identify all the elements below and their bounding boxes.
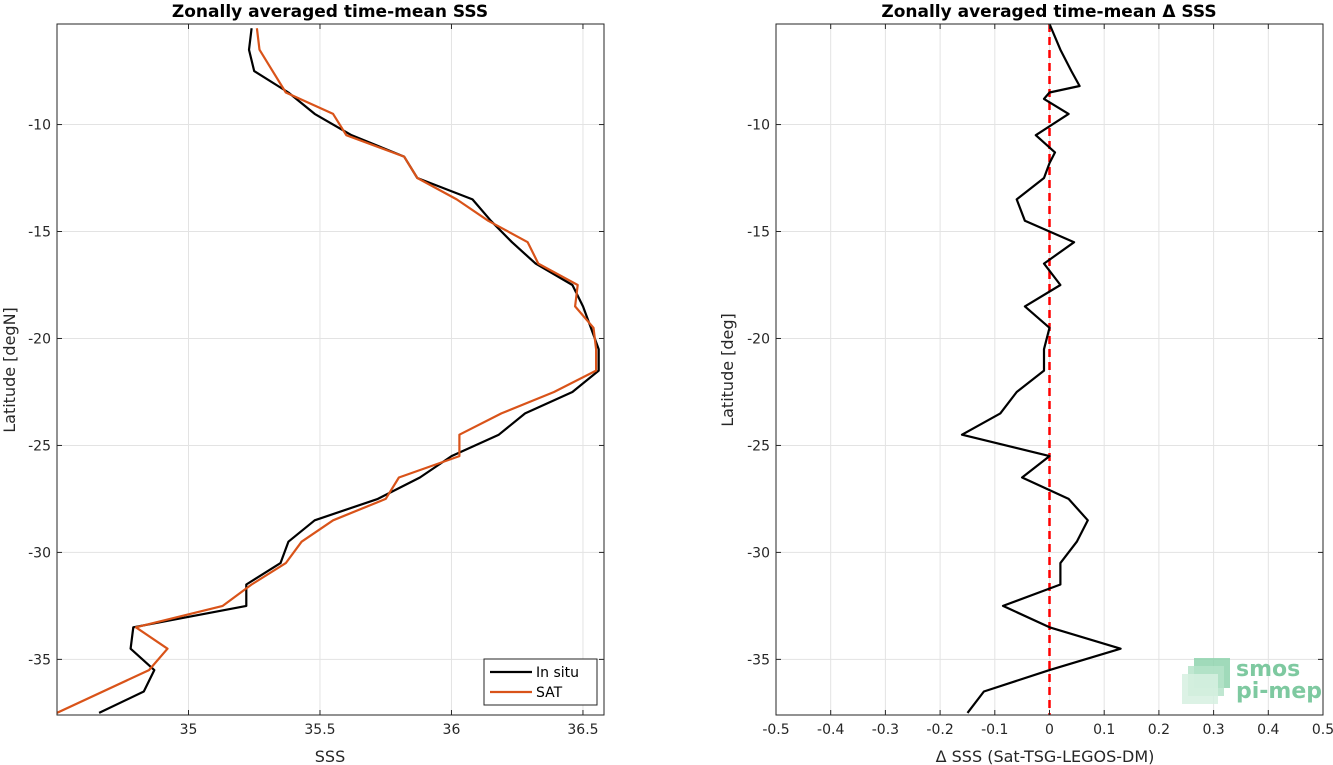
left-y-axis-label: Latitude [degN] bbox=[0, 307, 19, 433]
right-plot-panel: -0.5 -0.4 -0.3 -0.2 -0.1 0 0.1 0.2 0.3 0.4 0.5 -35 -… bbox=[718, 2, 1333, 765]
legend: In situ SAT bbox=[483, 658, 598, 706]
right-y-tick-label: -35 bbox=[747, 652, 770, 668]
left-x-tick-label: 36.5 bbox=[567, 722, 598, 738]
right-y-axis-label: Latitude [deg] bbox=[718, 313, 737, 427]
right-y-tick-label: -20 bbox=[747, 331, 770, 347]
left-y-tick-label: -35 bbox=[28, 652, 51, 668]
right-x-tick-label: 0.3 bbox=[1202, 722, 1224, 738]
left-grid bbox=[57, 24, 604, 715]
right-x-tick-label: -0.4 bbox=[817, 722, 844, 738]
left-x-tick-label: 35 bbox=[180, 722, 198, 738]
smos-pi-mep-logo: smos pi-mep bbox=[1182, 657, 1322, 704]
right-x-tick-label: 0.4 bbox=[1257, 722, 1279, 738]
left-x-tick-label: 35.5 bbox=[304, 722, 335, 738]
right-x-tick-label: 0.2 bbox=[1148, 722, 1170, 738]
left-y-tick-label: -10 bbox=[28, 118, 51, 134]
left-axes-box bbox=[56, 23, 605, 716]
right-x-tick-label: 0.5 bbox=[1312, 722, 1333, 738]
left-y-tick-label: -30 bbox=[28, 545, 51, 561]
right-x-tick-label: 0 bbox=[1045, 722, 1054, 738]
right-x-tick-label: -0.2 bbox=[926, 722, 953, 738]
right-series-line-series-0 bbox=[960, 24, 1122, 714]
legend-box bbox=[483, 658, 598, 706]
left-plot-background bbox=[57, 24, 604, 715]
left-y-tick-label: -20 bbox=[28, 331, 51, 347]
logo-text-smos: smos bbox=[1236, 657, 1300, 682]
right-y-tick-label: -15 bbox=[747, 225, 770, 241]
legend-label-in-situ: In situ bbox=[536, 665, 579, 681]
right-x-axis-label: Δ SSS (Sat-TSG-LEGOS-DM) bbox=[936, 747, 1155, 765]
left-series-line-sat bbox=[57, 28, 598, 714]
right-x-tick-label: -0.3 bbox=[872, 722, 899, 738]
legend-label-sat: SAT bbox=[536, 685, 563, 701]
left-x-axis-label: SSS bbox=[315, 747, 345, 765]
left-y-tick-label: -15 bbox=[28, 225, 51, 241]
left-series bbox=[57, 28, 600, 714]
left-ticks: 35 35.5 36 36.5 -35 -30 -25 -20 -15 -10 bbox=[28, 24, 604, 738]
right-x-tick-label: -0.5 bbox=[762, 722, 789, 738]
left-chart-title: Zonally averaged time-mean SSS bbox=[172, 2, 488, 22]
right-x-tick-label: 0.1 bbox=[1093, 722, 1115, 738]
left-plot-panel: 35 35.5 36 36.5 -35 -30 -25 -20 -15 -10 Zonally a… bbox=[0, 2, 605, 765]
left-series-line-in-situ bbox=[98, 28, 600, 714]
logo-layer-3 bbox=[1182, 674, 1218, 704]
left-y-tick-label: -25 bbox=[28, 438, 51, 454]
right-x-tick-label: -0.1 bbox=[981, 722, 1008, 738]
right-y-tick-label: -10 bbox=[747, 118, 770, 134]
left-x-tick-label: 36 bbox=[443, 722, 461, 738]
right-y-tick-label: -30 bbox=[747, 545, 770, 561]
right-chart-title: Zonally averaged time-mean Δ SSS bbox=[881, 2, 1216, 22]
right-y-tick-label: -25 bbox=[747, 438, 770, 454]
logo-text-pi-mep: pi-mep bbox=[1236, 679, 1322, 704]
right-series bbox=[960, 24, 1122, 715]
right-ticks: -0.5 -0.4 -0.3 -0.2 -0.1 0 0.1 0.2 0.3 0.4 0.5 -35 -… bbox=[747, 24, 1333, 738]
